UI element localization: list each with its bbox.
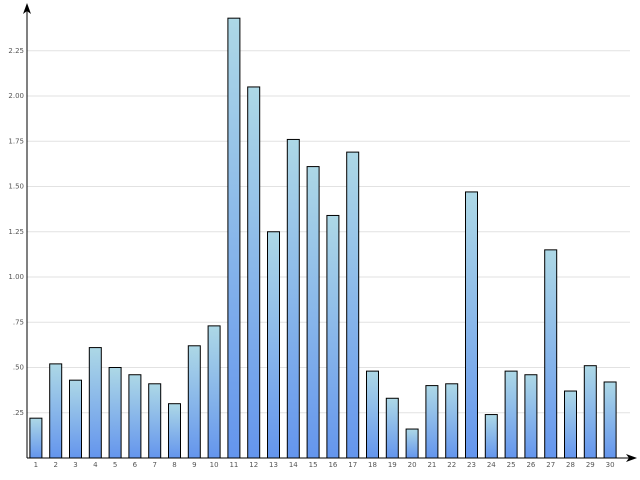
y-tick-label: 1.00 bbox=[8, 273, 24, 281]
x-tick-label: 3 bbox=[73, 461, 77, 469]
x-tick-label: 2 bbox=[53, 461, 57, 469]
bar bbox=[306, 166, 320, 459]
bar bbox=[247, 86, 261, 459]
x-tick-label: 8 bbox=[172, 461, 176, 469]
x-tick-label: 17 bbox=[348, 461, 357, 469]
x-tick-label: 24 bbox=[487, 461, 496, 469]
bar bbox=[49, 363, 63, 459]
y-tick-label: .25 bbox=[13, 409, 24, 417]
x-tick-label: 9 bbox=[192, 461, 196, 469]
y-tick-label: 1.75 bbox=[8, 137, 24, 145]
bar bbox=[128, 374, 142, 459]
y-tick-label: .75 bbox=[13, 318, 24, 326]
bar bbox=[108, 367, 122, 459]
x-tick-label: 6 bbox=[133, 461, 138, 469]
bar bbox=[524, 374, 538, 459]
x-tick-label: 19 bbox=[388, 461, 397, 469]
bar bbox=[544, 249, 558, 459]
bar bbox=[564, 390, 577, 459]
x-tick-label: 29 bbox=[586, 461, 595, 469]
x-tick-label: 27 bbox=[546, 461, 555, 469]
bar bbox=[385, 397, 399, 459]
x-tick-label: 25 bbox=[507, 461, 516, 469]
bar bbox=[583, 365, 597, 459]
bar bbox=[504, 370, 518, 459]
x-tick-label: 18 bbox=[368, 461, 377, 469]
x-tick-label: 21 bbox=[427, 461, 436, 469]
bar bbox=[326, 214, 340, 459]
bar bbox=[484, 414, 498, 459]
x-tick-label: 13 bbox=[269, 461, 278, 469]
x-tick-label: 7 bbox=[152, 461, 156, 469]
x-tick-label: 23 bbox=[467, 461, 476, 469]
y-tick-label: .50 bbox=[13, 364, 24, 372]
bar bbox=[603, 381, 617, 459]
x-tick-label: 1 bbox=[34, 461, 38, 469]
bar bbox=[88, 347, 102, 459]
bar bbox=[425, 385, 439, 459]
bar bbox=[69, 379, 82, 459]
x-tick-label: 26 bbox=[526, 461, 535, 469]
x-tick-label: 16 bbox=[328, 461, 337, 469]
y-tick-label: 1.50 bbox=[8, 183, 24, 191]
bar bbox=[187, 345, 201, 459]
x-tick-label: 10 bbox=[210, 461, 219, 469]
x-tick-label: 20 bbox=[408, 461, 417, 469]
bar bbox=[29, 417, 43, 459]
x-tick-label: 4 bbox=[93, 461, 98, 469]
bar bbox=[465, 191, 478, 459]
x-tick-label: 5 bbox=[113, 461, 117, 469]
x-tick-label: 14 bbox=[289, 461, 298, 469]
bar bbox=[405, 428, 419, 459]
x-tick-label: 22 bbox=[447, 461, 456, 469]
bar bbox=[227, 17, 241, 459]
bar bbox=[286, 138, 300, 459]
y-tick-label: 2.00 bbox=[8, 92, 24, 100]
bar bbox=[207, 325, 221, 459]
bar bbox=[148, 383, 162, 459]
x-tick-label: 30 bbox=[606, 461, 615, 469]
y-tick-label: 1.25 bbox=[8, 228, 24, 236]
bar bbox=[445, 383, 459, 459]
bar bbox=[267, 231, 280, 459]
bar bbox=[168, 403, 181, 459]
bar bbox=[366, 370, 379, 459]
x-tick-label: 28 bbox=[566, 461, 575, 469]
x-tick-label: 15 bbox=[309, 461, 318, 469]
bar bbox=[346, 151, 360, 459]
y-axis-arrow bbox=[23, 3, 31, 14]
x-tick-label: 11 bbox=[229, 461, 238, 469]
y-tick-label: 2.25 bbox=[8, 47, 24, 55]
x-axis-arrow bbox=[626, 454, 637, 462]
x-tick-label: 12 bbox=[249, 461, 258, 469]
